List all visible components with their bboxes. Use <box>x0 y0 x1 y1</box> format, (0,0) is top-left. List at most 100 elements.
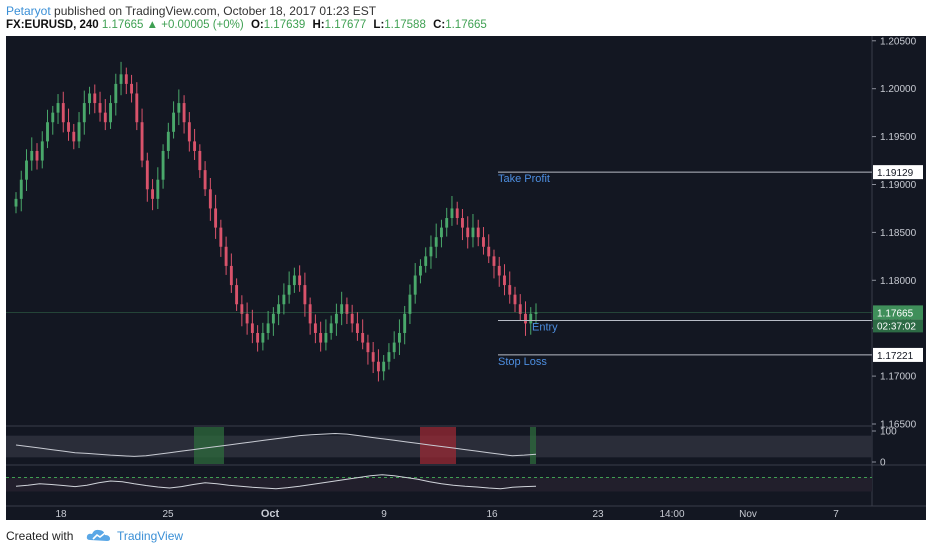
candle-body <box>466 227 470 238</box>
candle-body <box>503 275 506 286</box>
candle-body <box>513 294 517 305</box>
countdown-tag-text: 02:37:02 <box>877 321 916 332</box>
candle-body <box>340 304 344 314</box>
candle-body <box>266 323 270 333</box>
y-tick-label: 1.19000 <box>880 180 917 191</box>
rsi-band <box>6 477 872 492</box>
candle-body <box>193 141 197 151</box>
chart-panel[interactable]: 1.20500 1.20000 1.19500 1.19000 1.18500 1.180… <box>6 36 926 520</box>
author-link[interactable]: Petaryot <box>6 4 51 18</box>
candle-body <box>208 189 212 209</box>
candle-body <box>151 189 155 199</box>
candle-body <box>203 170 207 190</box>
candle-body <box>177 103 181 113</box>
candle-body <box>261 332 265 343</box>
created-with-label: Created with <box>6 529 74 543</box>
candle-body <box>82 103 86 123</box>
x-tick-label: Oct <box>261 508 280 520</box>
low-label: L: <box>373 19 385 31</box>
tradingview-logo-icon[interactable] <box>86 527 112 543</box>
candle-body <box>392 342 396 353</box>
published-text: published on TradingView.com, October 18… <box>54 4 377 18</box>
price-chart[interactable]: 1.20500 1.20000 1.19500 1.19000 1.18500 1.180… <box>6 36 926 520</box>
candle-body <box>397 332 401 343</box>
candle-body <box>440 227 443 238</box>
candle-body <box>308 304 312 324</box>
candle-body <box>497 265 501 276</box>
level-label: Stop Loss <box>498 356 547 368</box>
candle-body <box>187 122 191 142</box>
x-tick-label: 16 <box>486 509 498 520</box>
candle-body <box>219 227 223 247</box>
y-tick-label: 1.18000 <box>880 276 917 287</box>
candle-body <box>198 150 202 171</box>
y-tick-label: 1.19500 <box>880 132 917 143</box>
candle-body <box>450 208 454 219</box>
candle-body <box>88 93 91 104</box>
publish-line: Petaryot published on TradingView.com, O… <box>6 4 376 18</box>
candle-body <box>250 323 254 333</box>
candle-body <box>56 103 60 113</box>
candle-body <box>324 332 328 343</box>
candle-body <box>114 83 118 104</box>
candle-body <box>471 227 475 238</box>
candle-body <box>287 285 291 295</box>
change-arrow-icon: ▲ <box>146 19 159 31</box>
level-label: Take Profit <box>498 173 550 185</box>
level-price-tag <box>873 347 923 362</box>
candle-body <box>277 304 281 314</box>
open-label: O: <box>250 19 264 31</box>
candle-body <box>534 312 538 314</box>
candle-body <box>408 294 412 314</box>
countdown-tag <box>873 319 923 333</box>
candle-body <box>229 265 233 286</box>
candle-body <box>334 313 338 324</box>
candle-body <box>135 93 139 123</box>
candle-body <box>476 227 480 238</box>
symbol-label[interactable]: FX:EURUSD, 240 <box>6 19 99 31</box>
candle-body <box>145 160 149 190</box>
candle-body <box>40 141 44 161</box>
candle-body <box>46 122 49 142</box>
x-tick-label: 25 <box>162 509 174 520</box>
candle-body <box>98 103 102 113</box>
x-tick-label: 18 <box>55 509 67 520</box>
overbought-zone <box>420 427 456 464</box>
candle-body <box>72 131 76 142</box>
ohlc-line: FX:EURUSD, 240 1.17665 ▲ +0.00005 (+0%) … <box>6 19 487 31</box>
oscillator-tick-label: 0 <box>880 458 886 469</box>
candle-body <box>434 237 438 247</box>
candle-body <box>382 361 386 372</box>
last-price-tag-text: 1.17665 <box>877 308 914 319</box>
oversold-zone <box>530 427 536 464</box>
candle-body <box>182 103 186 123</box>
y-tick-label: 1.20000 <box>880 84 917 95</box>
candle-body <box>61 103 65 123</box>
x-tick-label: 7 <box>833 509 839 520</box>
candle-body <box>103 112 107 123</box>
y-tick-label: 1.17000 <box>880 372 917 383</box>
level-price-tag-text: 1.19129 <box>877 168 914 179</box>
candle-body <box>482 237 485 247</box>
candle-body <box>14 198 18 207</box>
candle-body <box>518 304 522 314</box>
candle-body <box>387 352 391 362</box>
y-tick-label: 1.20500 <box>880 36 917 47</box>
candle-body <box>67 122 70 132</box>
candle-body <box>429 246 433 257</box>
candle-body <box>529 313 533 324</box>
high-label: H: <box>312 19 325 31</box>
candle-body <box>140 122 144 161</box>
x-tick-label: 14:00 <box>659 509 684 520</box>
x-tick-label: 23 <box>592 509 604 520</box>
x-tick-label: 9 <box>381 509 387 520</box>
candle-body <box>166 131 170 151</box>
candle-body <box>161 150 165 180</box>
candle-body <box>292 275 296 286</box>
candle-body <box>419 265 422 276</box>
open-value: 1.17639 <box>263 19 306 31</box>
candle-body <box>524 313 527 324</box>
candle-body <box>35 150 39 161</box>
tradingview-brand[interactable]: TradingView <box>117 529 184 543</box>
candle-body <box>455 208 459 219</box>
